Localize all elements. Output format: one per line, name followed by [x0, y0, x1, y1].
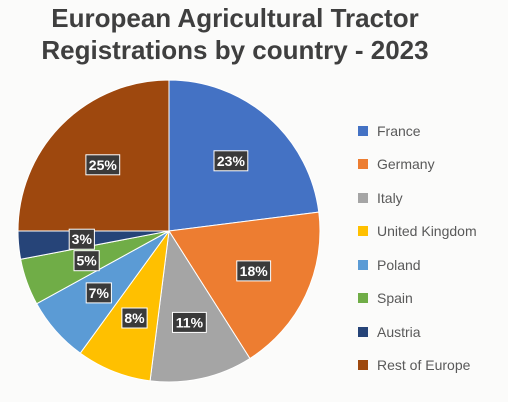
- legend-label: France: [377, 122, 421, 139]
- legend-label: Spain: [377, 290, 413, 307]
- legend-swatch: [358, 259, 368, 270]
- data-label-france: 23%: [213, 150, 249, 172]
- legend-swatch: [358, 360, 368, 371]
- legend-swatch: [358, 293, 368, 304]
- pie-slices: [17, 79, 321, 383]
- pie-data-labels: 23% 18% 11% 8% 7% 5% 3% 25%: [68, 150, 272, 333]
- legend-item-poland: Poland: [358, 248, 508, 282]
- data-label-box: [68, 228, 95, 250]
- legend-label: Rest of Europe: [377, 357, 471, 374]
- legend-item-united-kingdom: United Kingdom: [358, 215, 508, 249]
- data-label-text: 23%: [217, 153, 246, 169]
- legend-item-germany: Germany: [358, 148, 508, 182]
- legend-label: Germany: [377, 156, 435, 173]
- data-label-text: 8%: [124, 310, 145, 326]
- legend-item-spain: Spain: [358, 282, 508, 316]
- data-label-united-kingdom: 8%: [121, 307, 148, 329]
- data-label-text: 7%: [89, 285, 110, 301]
- data-label-austria: 3%: [68, 228, 95, 250]
- legend-swatch: [358, 192, 368, 203]
- legend-swatch: [358, 125, 368, 136]
- legend-swatch: [358, 159, 368, 170]
- chart-title-line-1: European Agricultural Tractor: [51, 3, 419, 33]
- legend-swatch: [358, 326, 368, 337]
- data-label-box: [73, 250, 100, 272]
- legend-swatch: [358, 226, 368, 237]
- legend-item-italy: Italy: [358, 181, 508, 215]
- legend-item-austria: Austria: [358, 315, 508, 349]
- data-label-germany: 18%: [236, 260, 272, 282]
- slice-italy: [149, 229, 251, 383]
- data-label-poland: 7%: [85, 282, 112, 304]
- data-label-text: 18%: [240, 263, 269, 279]
- legend-item-france: France: [358, 114, 508, 148]
- data-label-text: 3%: [72, 231, 93, 247]
- data-label-text: 5%: [76, 253, 97, 269]
- legend-label: Poland: [377, 256, 421, 273]
- data-label-box: [121, 307, 148, 329]
- legend-label: Italy: [377, 189, 403, 206]
- data-label-text: 11%: [176, 314, 204, 330]
- data-label-box: [236, 260, 272, 282]
- legend-label: Austria: [377, 323, 421, 340]
- data-label-box: [213, 150, 249, 172]
- data-label-spain: 5%: [73, 250, 100, 272]
- data-label-italy: 11%: [172, 311, 207, 333]
- legend-label: United Kingdom: [377, 223, 477, 240]
- legend: France Germany Italy United Kingdom Pola…: [358, 114, 508, 382]
- chart-title: European Agricultural Tractor Registrati…: [0, 2, 470, 66]
- chart-title-line-2: Registrations by country - 2023: [41, 35, 429, 65]
- data-label-box: [85, 154, 121, 176]
- slice-germany: [168, 211, 321, 360]
- data-label-box: [85, 282, 112, 304]
- legend-item-rest-of-europe: Rest of Europe: [358, 349, 508, 383]
- data-label-box: [172, 311, 207, 333]
- data-label-text: 25%: [89, 157, 118, 173]
- data-label-rest-of-europe: 25%: [85, 154, 121, 176]
